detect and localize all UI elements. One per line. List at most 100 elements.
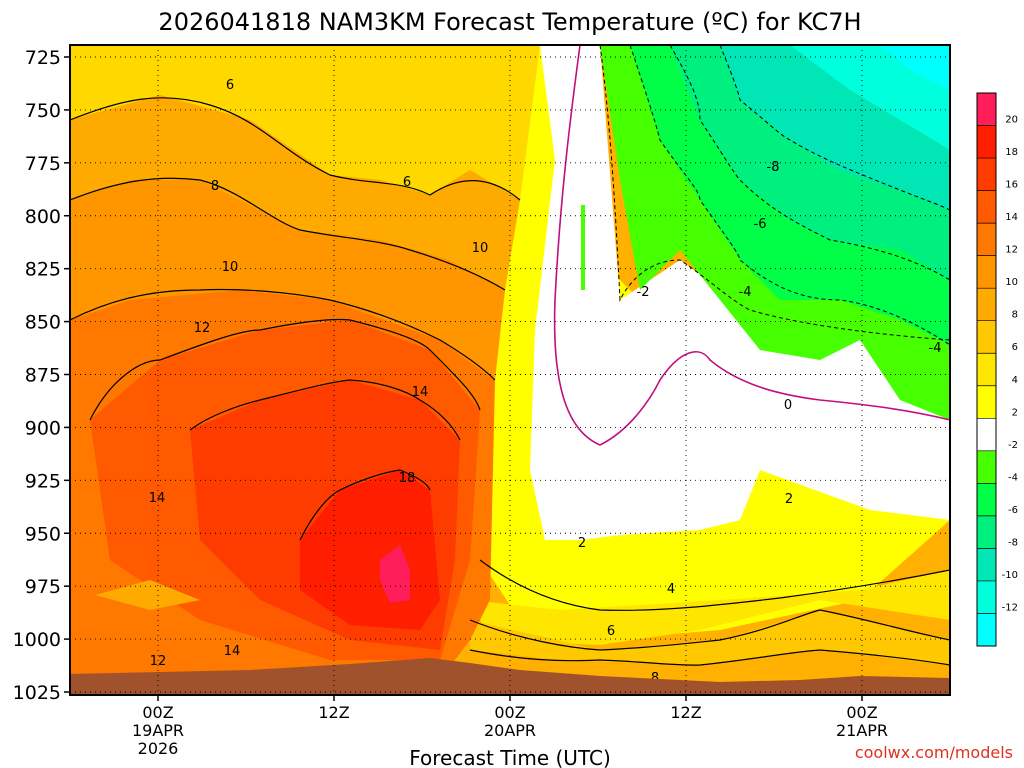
contour-12 xyxy=(89,318,481,421)
contour-0 xyxy=(553,45,950,446)
contour-negative-lines xyxy=(599,45,950,346)
colorbar-label: -8 xyxy=(1008,537,1018,548)
colorbar-swatch xyxy=(977,158,996,192)
colorbar-label: 12 xyxy=(1005,245,1018,256)
contour-label: 12 xyxy=(150,654,167,669)
contour-label: 14 xyxy=(224,644,241,659)
y-tick-label: 925 xyxy=(25,470,61,492)
contour-label: 4 xyxy=(667,582,675,597)
colorbar-label: 16 xyxy=(1005,180,1018,191)
contour-label: 14 xyxy=(412,385,429,400)
colorbar-swatch xyxy=(977,483,996,517)
contour-label: 14 xyxy=(149,491,166,506)
contour-6 xyxy=(70,97,521,201)
colorbar-label: 8 xyxy=(1012,310,1018,321)
colorbar-swatch xyxy=(977,125,996,159)
contour-label: 6 xyxy=(226,78,234,93)
contour-label: -8 xyxy=(767,160,780,175)
colorbar-swatch xyxy=(977,613,996,647)
contour-18 xyxy=(299,469,431,541)
colorbar-swatch xyxy=(977,320,996,354)
x-tick-label: 20APR xyxy=(484,721,536,740)
contour-label: 6 xyxy=(403,175,411,190)
y-tick-label: 975 xyxy=(25,576,61,598)
colorbar-label: 6 xyxy=(1012,342,1018,353)
x-tick-label: 19APR xyxy=(132,721,184,740)
credit-text: coolwx.com/models xyxy=(855,743,1013,762)
colorbar-label: -10 xyxy=(1002,570,1018,581)
y-tick-label: 725 xyxy=(25,47,61,69)
band-2-4-lower xyxy=(470,570,950,645)
colorbar-label: -12 xyxy=(1002,602,1018,613)
x-tick-label: 12Z xyxy=(318,703,349,722)
band-neg10-neg12 xyxy=(790,45,950,150)
colorbar-swatch xyxy=(977,223,996,257)
grid xyxy=(70,45,950,695)
contour-neg4 xyxy=(629,45,950,346)
contour-label: 18 xyxy=(399,471,416,486)
contour-label: -2 xyxy=(637,285,650,300)
colorbar-swatch xyxy=(977,450,996,484)
band-18-20 xyxy=(380,545,410,603)
contour-label: 10 xyxy=(222,260,239,275)
contour-neg2 xyxy=(599,45,950,341)
y-tick-label: 750 xyxy=(25,100,61,122)
contour-8 xyxy=(70,177,506,291)
contour-label: 12 xyxy=(194,321,211,336)
warm-pocket-left xyxy=(95,580,200,610)
colorbar-label: 10 xyxy=(1005,277,1018,288)
colorbar-label: -2 xyxy=(1008,440,1018,451)
contour-label: 10 xyxy=(472,241,489,256)
colorbar-label: -4 xyxy=(1008,472,1018,483)
contour-label-group: 6 8 10 12 14 18 6 10 14 2 4 6 8 0 -2 -4 … xyxy=(149,78,942,686)
colorbar-swatch xyxy=(977,190,996,224)
ground-terrain xyxy=(70,658,950,695)
contour-neg6 xyxy=(669,45,950,281)
contour-14 xyxy=(189,379,461,441)
y-tick-label: 800 xyxy=(25,206,61,228)
contour-label: -4 xyxy=(929,341,942,356)
contour-4 xyxy=(469,609,950,651)
y-tick-label: 1025 xyxy=(13,682,61,704)
colorbar-swatch xyxy=(977,353,996,387)
colorbar-label: 4 xyxy=(1012,375,1018,386)
colorbar-swatch xyxy=(977,255,996,289)
x-tick-label: 00Z xyxy=(846,703,877,722)
colorbar-swatch xyxy=(977,385,996,419)
plot-area: 6 8 10 12 14 18 6 10 14 2 4 6 8 0 -2 -4 … xyxy=(70,45,950,695)
colorbar-swatch xyxy=(977,515,996,549)
y-tick-label: 775 xyxy=(25,153,61,175)
colorbar: 20 18 16 14 12 10 8 6 4 2 -2 -4 -6 -8 -10 -12 xyxy=(976,92,1018,647)
y-tick-label: 825 xyxy=(25,259,61,281)
band-4-6 xyxy=(470,610,950,665)
y-tick-label: 900 xyxy=(25,417,61,439)
contour-neg8 xyxy=(719,45,950,211)
contour-lines xyxy=(70,97,950,666)
band-neg12-below xyxy=(880,45,950,90)
contour-6-lower xyxy=(469,649,950,666)
colorbar-swatch xyxy=(977,93,996,127)
colorbar-label: -6 xyxy=(1008,505,1018,516)
chart-title: 2026041818 NAM3KM Forecast Temperature (… xyxy=(158,8,861,36)
band-6-8 xyxy=(70,95,520,290)
contour-label: 8 xyxy=(211,179,219,194)
x-tick-label: 00Z xyxy=(494,703,525,722)
x-tick-label: 2026 xyxy=(138,739,179,758)
contour-2 xyxy=(479,559,950,611)
colorbar-swatch xyxy=(977,548,996,582)
colorbar-label: 2 xyxy=(1012,407,1018,418)
contour-label: 0 xyxy=(784,398,792,413)
band-4-6-upper xyxy=(70,45,540,200)
colorbar-frame xyxy=(976,92,997,647)
band-8-10 xyxy=(70,180,505,380)
y-tick-label: 1000 xyxy=(13,629,61,651)
contour-label: 2 xyxy=(578,536,586,551)
contour-10 xyxy=(70,288,496,381)
colorbar-label: 18 xyxy=(1005,147,1018,158)
x-tick-label: 21APR xyxy=(836,721,888,740)
contour-label: 2 xyxy=(785,492,793,507)
x-axis-label: Forecast Time (UTC) xyxy=(409,746,611,768)
x-tick-label: 00Z xyxy=(142,703,173,722)
